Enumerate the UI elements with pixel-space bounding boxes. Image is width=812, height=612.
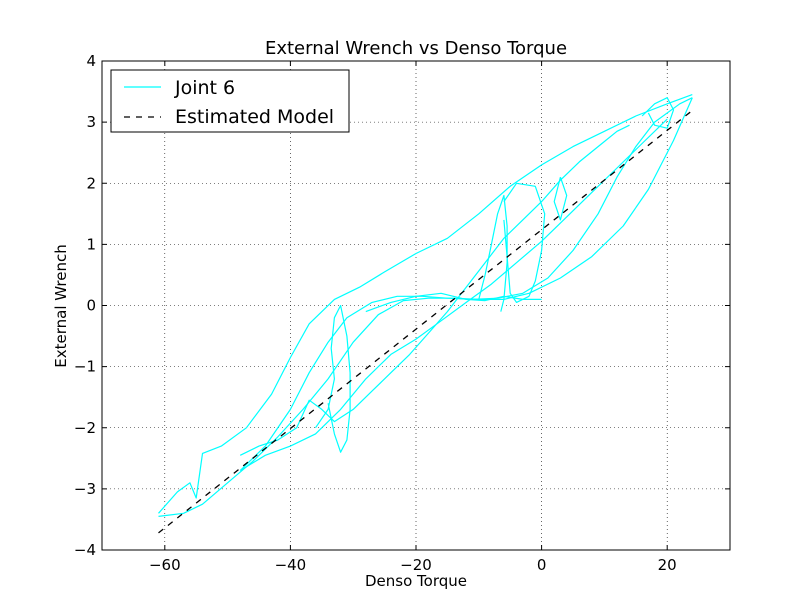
- y-tick-label: 2: [86, 174, 96, 192]
- x-axis-label: Denso Torque: [365, 572, 467, 590]
- series-joint-6-line: [641, 97, 675, 129]
- series-estimated-model-line: [158, 109, 693, 534]
- x-tick-label: 0: [537, 556, 547, 574]
- y-tick-label: 1: [86, 235, 96, 253]
- legend-label-joint-6: Joint 6: [174, 77, 235, 99]
- legend-box: [110, 69, 350, 133]
- series-joint-6-line: [239, 118, 668, 472]
- y-axis-label: External Wrench: [52, 244, 70, 368]
- tick-marks: [102, 60, 730, 551]
- series-joint-6-line: [503, 182, 546, 303]
- y-tick-label: −2: [74, 419, 96, 437]
- y-tick-label: 0: [86, 297, 96, 315]
- y-tick-label: −3: [74, 480, 96, 498]
- series-joint-6-line: [158, 94, 693, 514]
- x-tick-label: 20: [658, 556, 677, 574]
- series-joint-6-line: [239, 124, 630, 456]
- series-joint-6-line: [365, 292, 542, 313]
- tick-labels: −60 −40 −20 0 20 −4 −3 −2 −1 0 1 2 3 4: [74, 52, 677, 574]
- series-joint-6-line: [158, 97, 693, 517]
- x-tick-label: −40: [275, 556, 307, 574]
- series-layer: [158, 94, 693, 534]
- y-tick-label: 4: [86, 52, 96, 70]
- y-tick-label: −1: [74, 358, 96, 376]
- series-joint-6-line: [553, 176, 568, 221]
- series-joint-6-line: [315, 304, 351, 453]
- y-tick-label: 3: [86, 113, 96, 131]
- legend: Joint 6 Estimated Model: [110, 69, 350, 133]
- chart-title: External Wrench vs Denso Torque: [265, 38, 567, 59]
- legend-label-estimated-model: Estimated Model: [175, 106, 334, 128]
- x-tick-label: −20: [400, 556, 432, 574]
- series-joint-6-line: [478, 194, 508, 312]
- x-tick-label: −60: [149, 556, 181, 574]
- y-tick-label: −4: [74, 541, 96, 559]
